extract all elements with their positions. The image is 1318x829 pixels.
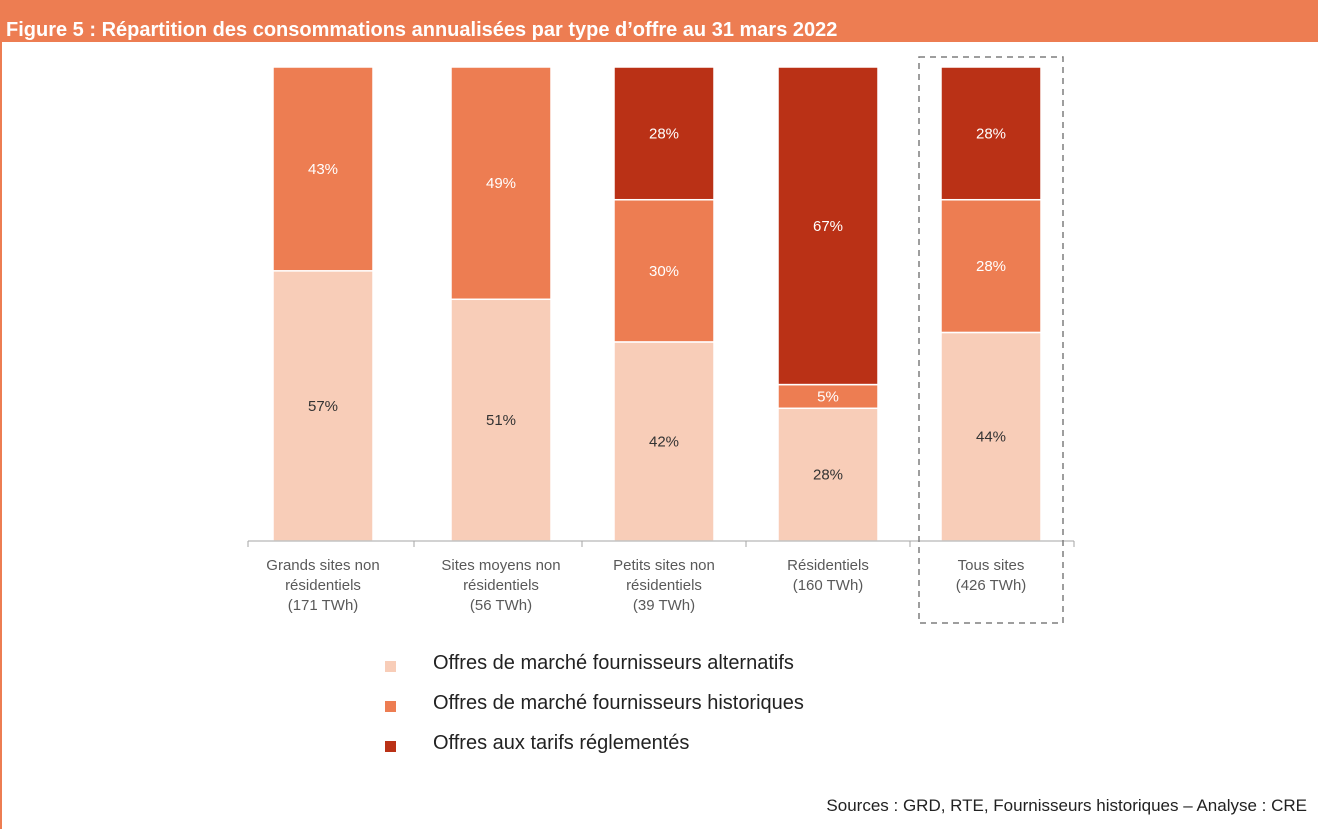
- data-label-3-series-3: 28%: [649, 125, 679, 142]
- data-label-3-series-2: 30%: [649, 263, 679, 280]
- data-label-4-series-1: 28%: [813, 467, 843, 484]
- x-tick-label-3-line-1: Petits sites non: [613, 557, 715, 574]
- x-tick-label-1-line-2: résidentiels: [285, 577, 361, 594]
- data-label-5-series-2: 28%: [976, 258, 1006, 275]
- data-label-5-series-3: 28%: [976, 125, 1006, 142]
- figure-title-bar: Figure 5 : Répartition des consommations…: [0, 0, 1318, 42]
- bar-segment-4-series-1: [777, 407, 879, 542]
- x-tick-label-4-line-2: (160 TWh): [793, 577, 864, 594]
- x-tick-label-4-line-1: Résidentiels: [787, 557, 869, 574]
- bar-segment-5-series-2: [940, 198, 1042, 334]
- x-tick-label-1-line-1: Grands sites non: [266, 557, 379, 574]
- bar-segment-5-series-1: [940, 331, 1042, 542]
- legend-label-alternatifs: Offres de marché fournisseurs alternatif…: [433, 652, 794, 674]
- data-label-2-series-1: 51%: [486, 412, 516, 429]
- bar-segment-2-series-2: [450, 66, 552, 301]
- x-tick-label-5-line-2: (426 TWh): [956, 577, 1027, 594]
- x-tick-label-2-line-1: Sites moyens non: [441, 557, 560, 574]
- data-label-1-series-2: 43%: [308, 161, 338, 178]
- source-note: Sources : GRD, RTE, Fournisseurs histori…: [826, 796, 1307, 815]
- data-label-4-series-3: 67%: [813, 218, 843, 235]
- legend-label-reglementes: Offres aux tarifs réglementés: [433, 732, 690, 754]
- x-tick-label-3-line-2: résidentiels: [626, 577, 702, 594]
- x-tick-label-1-line-3: (171 TWh): [288, 597, 359, 614]
- data-label-1-series-1: 57%: [308, 398, 338, 415]
- legend-swatch-reglementes: [385, 741, 396, 752]
- x-tick-label-2-line-2: résidentiels: [463, 577, 539, 594]
- data-label-2-series-2: 49%: [486, 175, 516, 192]
- figure-title: Figure 5 : Répartition des consommations…: [6, 19, 838, 41]
- x-tick-label-5-line-1: Tous sites: [958, 557, 1025, 574]
- bar-segment-5-series-3: [940, 66, 1042, 201]
- data-label-4-series-2: 5%: [817, 388, 839, 405]
- bar-segment-1-series-2: [272, 66, 374, 272]
- legend-swatch-alternatifs: [385, 661, 396, 672]
- legend-label-historiques: Offres de marché fournisseurs historique…: [433, 692, 804, 714]
- data-label-3-series-1: 42%: [649, 433, 679, 450]
- data-label-5-series-1: 44%: [976, 429, 1006, 446]
- bar-segment-1-series-1: [272, 270, 374, 542]
- bar-segment-4-series-3: [777, 66, 879, 386]
- bar-segment-3-series-3: [613, 66, 715, 201]
- bar-segment-3-series-1: [613, 341, 715, 542]
- x-tick-label-3-line-3: (39 TWh): [633, 597, 695, 614]
- x-tick-label-2-line-3: (56 TWh): [470, 597, 532, 614]
- highlight-box-tous-sites: [918, 56, 1064, 624]
- bar-segment-2-series-1: [450, 298, 552, 542]
- left-border: [0, 42, 2, 829]
- legend-swatch-historiques: [385, 701, 396, 712]
